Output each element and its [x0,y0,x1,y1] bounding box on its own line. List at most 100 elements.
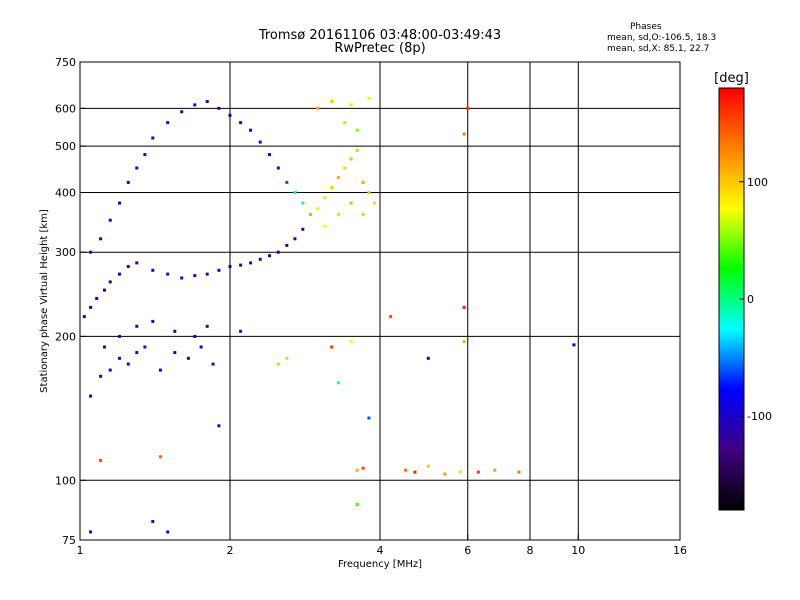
data-point [108,218,112,222]
data-point [249,261,253,265]
data-point [343,166,347,170]
data-point [217,424,221,428]
colorbar [718,87,745,511]
data-point [217,268,221,272]
x-tick-label: 1 [77,544,84,557]
data-point [118,201,121,205]
data-point [103,345,106,349]
x-axis-label: Frequency [MHz] [338,559,422,570]
x-tick-labels: 1 2 4 6 8 10 16 [77,534,687,557]
data-point [361,180,365,184]
data-point [193,334,197,338]
data-point [258,140,262,144]
data-point [173,329,177,333]
y-tick-labels: 75 100 200 300 400 500 600 750 [55,56,86,547]
data-point [193,103,197,107]
data-point [361,466,365,470]
colorbar-ticks: 100 0 -100 [739,176,772,423]
data-point [349,157,353,161]
data-point [135,351,139,355]
data-point [349,103,353,107]
data-point [355,468,359,472]
data-point [217,106,221,110]
data-point [367,191,371,194]
colorbar-tick-label: 100 [747,176,768,189]
data-point [89,305,93,309]
data-point [308,212,312,216]
data-point [517,470,521,474]
data-point [166,121,170,125]
data-point [103,288,106,292]
data-point [458,470,462,474]
data-point [373,201,376,205]
data-point [493,468,497,472]
y-tick-label: 750 [55,56,76,69]
data-point [135,261,139,265]
data-point [166,272,170,276]
y-tick-label: 100 [55,474,76,487]
data-point [239,263,243,267]
data-point [301,201,305,205]
data-point [343,121,347,125]
data-point [126,180,130,184]
data-point [323,224,327,228]
data-point [211,362,215,366]
data-point [239,329,243,333]
data-point [276,362,280,366]
data-point [193,274,197,278]
data-point [572,343,576,347]
data-point [268,153,271,157]
data-point [205,272,209,276]
data-point [249,128,253,132]
data-point [158,368,162,372]
data-point [89,394,93,398]
data-point [99,374,103,378]
data-point [276,250,280,254]
data-point [118,356,121,360]
data-point [205,100,209,103]
data-point [126,265,130,268]
data-point [355,148,359,152]
data-point [426,356,430,360]
data-point [135,166,139,170]
data-point [361,212,365,216]
data-point [330,100,334,103]
data-point [89,250,93,254]
data-point [151,136,155,140]
data-point [367,416,371,420]
chart-subtitle: RwPretec (8p) [334,41,426,56]
y-tick-label: 400 [55,186,76,199]
data-point [336,381,340,385]
data-point [118,334,121,338]
y-tick-label: 500 [55,140,76,153]
x-tick-label: 4 [377,544,384,557]
data-point [389,315,393,319]
data-point [443,472,447,476]
data-point [330,345,334,349]
data-point [166,530,170,534]
data-point [143,153,147,157]
data-point [336,212,340,216]
y-tick-label: 200 [55,330,76,343]
data-point [355,503,359,506]
data-point [336,176,340,179]
phases-x-stats: mean, sd,X: 85.1, 22.7 [607,44,710,54]
data-points [82,96,576,534]
data-point [180,276,184,280]
data-point [151,319,155,323]
data-point [285,180,289,184]
data-point [173,351,177,355]
data-point [151,520,155,523]
x-tick-label: 6 [464,544,471,557]
data-point [199,345,203,349]
x-tick-label: 8 [527,544,534,557]
data-point [276,166,280,170]
data-point [95,297,99,300]
data-point [413,470,417,474]
data-point [476,470,480,474]
data-point [205,324,209,328]
data-point [285,243,289,247]
data-point [268,254,271,258]
grid-lines [80,62,680,540]
